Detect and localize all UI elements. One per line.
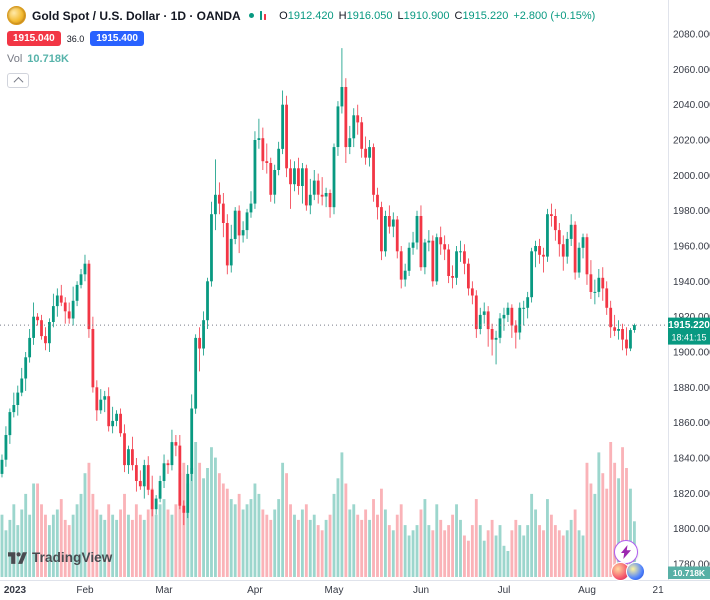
green-dot-icon (248, 13, 254, 18)
symbol-title[interactable]: Gold Spot / U.S. Dollar · 1D · OANDA (32, 8, 241, 23)
tradingview-logo[interactable]: TradingView (8, 550, 112, 565)
svg-text:21: 21 (653, 585, 665, 596)
svg-text:Mar: Mar (155, 585, 173, 596)
svg-text:10.718K: 10.718K (673, 568, 706, 578)
svg-text:Jun: Jun (413, 585, 429, 596)
lightning-icon (621, 545, 631, 559)
candles-layer (0, 48, 636, 526)
high-label: H (338, 9, 347, 22)
svg-text:18:41:15: 18:41:15 (671, 333, 706, 343)
volume-label: Vol (7, 53, 23, 65)
svg-text:1915.220: 1915.220 (668, 320, 710, 331)
high-value: 1916.050 (346, 9, 393, 22)
svg-text:1860.000: 1860.000 (673, 418, 710, 429)
promo-icons[interactable] (611, 562, 645, 581)
svg-text:1880.000: 1880.000 (673, 383, 710, 394)
quick-trade-button[interactable] (614, 540, 638, 564)
low-label: L (397, 9, 404, 22)
promo-blue-icon[interactable] (626, 562, 645, 581)
volume-value: 10.718K (27, 53, 69, 65)
open-value: 1912.420 (287, 9, 334, 22)
close-value: 1915.220 (462, 9, 509, 22)
change-value: +2.800 (+0.15%) (513, 9, 596, 22)
open-label: O (279, 9, 288, 22)
svg-text:2020.000: 2020.000 (673, 136, 710, 147)
volume-axis-badge: 10.718K (668, 566, 710, 579)
sell-button[interactable]: 1915.040 (7, 31, 61, 46)
chart-legend: Gold Spot / U.S. Dollar · 1D · OANDA O19… (7, 6, 595, 88)
svg-text:1780.000: 1780.000 (673, 560, 710, 571)
svg-text:2080.000: 2080.000 (673, 30, 710, 41)
svg-text:1900.000: 1900.000 (673, 348, 710, 359)
svg-text:1800.000: 1800.000 (673, 524, 710, 535)
ohlc-readout: O1912.420 H1916.050 L1910.900 C1915.220 +2.8… (274, 10, 595, 22)
svg-text:May: May (325, 585, 344, 596)
svg-text:2000.000: 2000.000 (673, 171, 710, 182)
svg-text:Feb: Feb (76, 585, 94, 596)
svg-text:1820.000: 1820.000 (673, 489, 710, 500)
mini-candles-icon[interactable] (259, 11, 267, 20)
svg-text:1840.000: 1840.000 (673, 454, 710, 465)
volume-layer (0, 442, 636, 577)
svg-text:1980.000: 1980.000 (673, 206, 710, 217)
svg-text:2023: 2023 (4, 585, 27, 596)
svg-text:2040.000: 2040.000 (673, 100, 710, 111)
low-value: 1910.900 (403, 9, 450, 22)
volume-indicator-legend[interactable]: Vol 10.718K (7, 53, 595, 65)
svg-text:2060.000: 2060.000 (673, 65, 710, 76)
svg-text:1940.000: 1940.000 (673, 277, 710, 288)
close-label: C (454, 9, 463, 22)
tradingview-logo-icon (8, 552, 27, 564)
svg-text:1960.000: 1960.000 (673, 242, 710, 253)
collapse-legend-button[interactable] (7, 73, 29, 88)
svg-text:Aug: Aug (578, 585, 596, 596)
svg-text:Apr: Apr (247, 585, 263, 596)
gold-coin-icon[interactable] (7, 6, 26, 25)
last-price-badge: 1915.220 18:41:15 (668, 317, 710, 345)
buy-button[interactable]: 1915.400 (90, 31, 144, 46)
tradingview-logo-text: TradingView (32, 550, 113, 565)
chevron-up-icon (13, 76, 23, 87)
svg-text:Jul: Jul (498, 585, 511, 596)
spread-value: 36.0 (66, 33, 85, 44)
